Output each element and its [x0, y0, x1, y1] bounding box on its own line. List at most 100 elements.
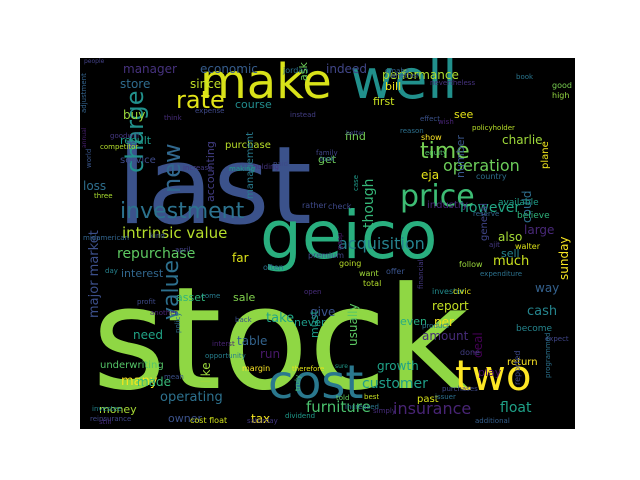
word-owner: owner: [168, 412, 202, 425]
word-get: get: [318, 153, 337, 166]
word-investor: investor: [432, 287, 465, 296]
word-case: case: [352, 175, 360, 191]
word-best: best: [364, 393, 379, 401]
word-sunday: sunday: [557, 236, 571, 280]
word-must: must: [308, 310, 321, 338]
word-reserve: reserve: [473, 210, 499, 218]
word-follow: follow: [459, 260, 483, 269]
word-asset: asset: [176, 291, 206, 304]
word-come: come: [201, 292, 220, 300]
word-amount: amount: [422, 329, 469, 343]
word-reason: reason: [400, 127, 424, 135]
word-eja: eja: [421, 168, 439, 182]
word-equity: equity: [425, 149, 447, 157]
word-ajit: ajit: [489, 241, 500, 249]
word-margin: margin: [242, 364, 270, 373]
word-available: available: [498, 198, 539, 208]
word-premium: premium: [308, 251, 344, 260]
word-saturday: saturday: [247, 417, 278, 425]
word-annual: annual: [81, 127, 88, 148]
word-investee: investee: [92, 405, 122, 413]
word-furniture: furniture: [306, 398, 371, 416]
word-total: total: [363, 279, 381, 288]
word-two: two: [455, 351, 532, 400]
word-report: report: [432, 299, 469, 313]
word-major-market: major market: [87, 230, 102, 318]
word-family: family: [316, 149, 338, 157]
word-charlie: charlie: [502, 133, 543, 147]
word-another: another: [150, 309, 177, 317]
word-give: give: [310, 305, 335, 319]
word-many: many: [121, 374, 158, 389]
word-service: service: [120, 155, 156, 166]
word-reported: reported: [513, 351, 522, 385]
word-industry: industry: [427, 200, 468, 211]
word-find: find: [345, 130, 366, 143]
word-last: last: [117, 124, 312, 249]
word-purchase: purchase: [225, 140, 271, 151]
word-indeed: indeed: [326, 62, 367, 76]
word-operating: operating: [160, 390, 223, 405]
word-expenditure: expenditure: [480, 270, 522, 278]
word-loss: loss: [83, 179, 106, 193]
word-issuer: issuer: [435, 393, 456, 401]
word-repurchase: repurchase: [117, 246, 195, 262]
word-bill: bill: [385, 80, 401, 93]
word-walter: walter: [515, 242, 541, 251]
word-believe: believe: [517, 211, 550, 221]
word-programmed: programmed: [544, 333, 552, 378]
word-past: past: [417, 394, 439, 405]
word-ask: ask: [297, 62, 310, 81]
word-take: take: [266, 311, 294, 326]
word-omaha: omaha: [385, 67, 409, 75]
word-profit: profit: [137, 298, 156, 306]
word-making: making: [229, 165, 255, 173]
word-midamerican: midamerican: [83, 234, 129, 242]
word-increase: increase: [183, 164, 213, 172]
word-open: open: [304, 288, 321, 296]
word-need: need: [133, 328, 163, 342]
word-wish: wish: [438, 118, 454, 126]
word-adjustment: adjustment: [80, 73, 88, 113]
word-effect: effect: [420, 115, 440, 123]
word-cash: cash: [527, 304, 557, 319]
word-since: since: [190, 77, 221, 91]
word-increased: increased: [345, 403, 379, 411]
word-look: look: [320, 155, 336, 163]
word-growth: growth: [377, 359, 419, 373]
word-new: new: [158, 143, 186, 193]
word-tax: tax: [251, 412, 270, 426]
word-operation: operation: [443, 156, 520, 175]
word-jordan: jordan: [282, 66, 308, 75]
word-cost: cost: [268, 355, 363, 409]
word-intrinsic-value: intrinsic value: [122, 224, 227, 242]
word-also: also: [498, 230, 522, 244]
word-geico: geico: [260, 197, 438, 274]
word-policyholder: policyholder: [472, 124, 515, 132]
word-charge: charge: [121, 90, 149, 173]
word-nevertheless: nevertheless: [430, 79, 475, 87]
word-sure: sure: [335, 363, 348, 370]
word-gaap: gaap: [336, 232, 344, 250]
word-make: make: [200, 58, 332, 110]
word-done: done: [460, 348, 480, 357]
word-number: number: [454, 135, 467, 178]
word-three: three: [94, 192, 113, 200]
word-insurance: insurance: [393, 399, 471, 418]
word-play: play: [478, 366, 502, 379]
word-told: told: [336, 394, 349, 402]
word-though: though: [361, 178, 377, 228]
word-general: general: [479, 203, 490, 241]
word-often: often: [263, 263, 284, 272]
word-reinsurance: reinsurance: [90, 415, 131, 423]
word-course: course: [235, 98, 272, 111]
word-people: people: [84, 58, 105, 65]
word-think: think: [164, 114, 183, 122]
word-offer: offer: [386, 267, 405, 276]
word-see: see: [454, 108, 473, 121]
word-cloud-panel: stock last make well geico cost two price time in…: [80, 58, 575, 429]
word-still: still: [99, 418, 111, 426]
word-expense: expense: [195, 107, 224, 115]
word-interest: interest: [121, 267, 164, 280]
word-good: good: [552, 81, 572, 90]
